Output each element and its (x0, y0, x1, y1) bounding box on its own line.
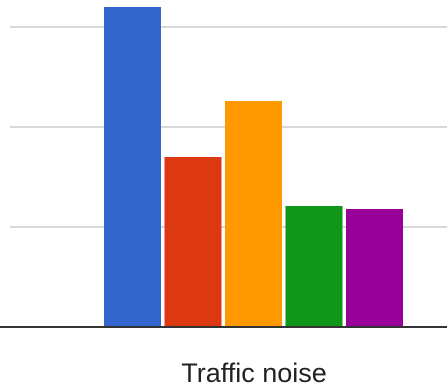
bar-series-3[interactable] (225, 101, 282, 327)
bars (104, 7, 403, 327)
bar-series-1[interactable] (104, 7, 161, 327)
bar-series-2[interactable] (164, 157, 222, 327)
category-label-traffic-noise: Traffic noise (181, 358, 327, 388)
bar-series-5[interactable] (346, 209, 403, 327)
bar-series-4[interactable] (285, 206, 343, 327)
